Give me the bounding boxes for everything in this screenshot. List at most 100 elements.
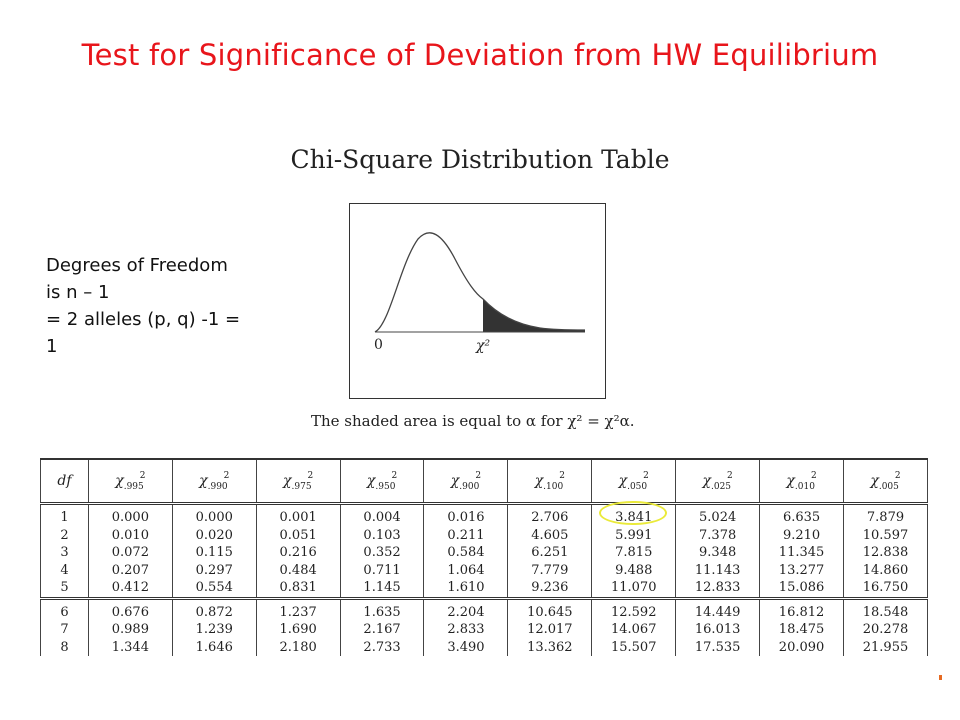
- table-cell: 0.584: [423, 544, 509, 562]
- table-cell: 0.000: [87, 502, 173, 527]
- cell-df: 3: [40, 544, 89, 562]
- table-cell: 1.064: [423, 561, 509, 579]
- table-cell: 0.001: [255, 502, 341, 527]
- table-cell: 0.297: [171, 561, 257, 579]
- table-cell: 3.490: [423, 638, 509, 656]
- table-cell: 1.646: [171, 638, 257, 656]
- table-cell: 13.277: [759, 561, 844, 579]
- table-cell: 0.010: [87, 526, 173, 544]
- table-row: 1 0.000 0.000 0.001 0.004 0.016 2.706 3.841 5.02…: [40, 502, 928, 527]
- table-cell: 2.833: [423, 621, 509, 639]
- table-cell: 12.838: [843, 544, 928, 562]
- table-cell: 17.535: [675, 638, 761, 656]
- corner-mark: [939, 675, 942, 680]
- curve-label-chi: χ²: [475, 338, 490, 354]
- table-cell: 0.412: [87, 579, 173, 598]
- table-cell: 9.236: [507, 579, 593, 598]
- table-row: 4 0.207 0.297 0.484 0.711 1.064 7.779 9.488 11.1…: [40, 561, 928, 579]
- header-df: df: [40, 458, 89, 504]
- table-cell: 7.815: [591, 544, 677, 562]
- chi-square-table: df χ.9952 χ.9902 χ.9752 χ.9502 χ.9002 χ.1002 χ.…: [40, 458, 928, 656]
- table-cell: 14.860: [843, 561, 928, 579]
- table-row: 6 0.676 0.872 1.237 1.635 2.204 10.645 12.592 14…: [40, 596, 928, 621]
- alpha-level: .990: [207, 481, 228, 492]
- table-cell: 11.070: [591, 579, 677, 598]
- table-cell: 0.020: [171, 526, 257, 544]
- table-cell: 0.103: [339, 526, 425, 544]
- cell-df: 4: [40, 561, 89, 579]
- header-alpha: χ.0252: [675, 458, 761, 504]
- cell-df: 7: [40, 621, 89, 639]
- table-cell: 1.610: [423, 579, 509, 598]
- chi-square-curve-figure: 0 χ²: [349, 203, 606, 399]
- table-cell: 0.004: [339, 502, 425, 527]
- header-alpha: χ.0502: [591, 458, 677, 504]
- alpha-level: .025: [710, 481, 732, 492]
- table-cell: 1.690: [255, 621, 341, 639]
- chi-square-table-wrap: df χ.9952 χ.9902 χ.9752 χ.9502 χ.9002 χ.1002 χ.…: [40, 458, 928, 683]
- chi-symbol: χ: [283, 472, 292, 489]
- note-line: = 2 alleles (p, q) -1 =: [46, 309, 241, 330]
- degrees-of-freedom-note: Degrees of Freedom is n – 1 = 2 alleles …: [46, 252, 296, 360]
- table-cell: 0.352: [339, 544, 425, 562]
- alpha-level: .975: [291, 481, 312, 492]
- cell-df: 6: [40, 596, 89, 621]
- table-cell: 6.251: [507, 544, 593, 562]
- table-cell: 15.507: [591, 638, 677, 656]
- table-cell: 0.989: [87, 621, 173, 639]
- alpha-level: .050: [627, 481, 648, 492]
- table-cell: 1.344: [87, 638, 173, 656]
- table-cell: 20.090: [759, 638, 844, 656]
- alpha-level: .100: [543, 481, 564, 492]
- table-cell: 9.488: [591, 561, 677, 579]
- cell-df: 1: [40, 502, 89, 527]
- alpha-level: .010: [794, 481, 815, 492]
- alpha-level: .950: [375, 481, 396, 492]
- figure-caption: The shaded area is equal to α for χ² = χ…: [311, 412, 635, 430]
- table-cell: 0.676: [87, 596, 173, 621]
- chi-symbol: χ: [618, 472, 628, 489]
- table-cell: 0.216: [255, 544, 341, 562]
- slide-title: Test for Significance of Deviation from …: [81, 38, 879, 72]
- density-curve: [374, 232, 586, 333]
- note-line: 1: [46, 336, 58, 357]
- table-cell: 1.237: [255, 596, 341, 621]
- table-cell: 7.779: [507, 561, 593, 579]
- header-alpha: χ.9902: [171, 458, 257, 504]
- table-cell: 16.013: [675, 621, 761, 639]
- chi-symbol: χ: [534, 472, 544, 489]
- table-cell: 1.145: [339, 579, 425, 598]
- table-cell: 2.733: [339, 638, 425, 656]
- chi-symbol: χ: [366, 472, 376, 489]
- table-cell: 2.706: [507, 502, 593, 527]
- table-cell: 0.016: [423, 502, 509, 527]
- table-cell: 4.605: [507, 526, 593, 544]
- table-cell: 2.180: [255, 638, 341, 656]
- chi-symbol: χ: [870, 472, 879, 489]
- table-cell: 12.833: [675, 579, 761, 598]
- table-cell: 18.548: [843, 596, 928, 621]
- table-body: 1 0.000 0.000 0.001 0.004 0.016 2.706 3.841 5.02…: [40, 502, 928, 656]
- table-cell: 5.024: [675, 502, 761, 527]
- chi-symbol: χ: [702, 472, 711, 489]
- table-cell: 13.362: [507, 638, 593, 656]
- cell-df: 8: [40, 638, 89, 656]
- table-cell: 0.115: [171, 544, 257, 562]
- table-cell: 11.345: [759, 544, 844, 562]
- note-line: is n – 1: [46, 282, 110, 303]
- table-cell: 0.711: [339, 561, 425, 579]
- table-cell: 7.879: [843, 502, 928, 527]
- table-cell: 0.072: [87, 544, 173, 562]
- table-cell: 18.475: [759, 621, 844, 639]
- chi-symbol: χ: [199, 472, 208, 489]
- table-cell: 2.204: [423, 596, 509, 621]
- table-cell: 0.207: [87, 561, 173, 579]
- table-cell: 16.812: [759, 596, 844, 621]
- table-cell: 20.278: [843, 621, 928, 639]
- header-alpha: χ.9502: [339, 458, 425, 504]
- table-cell: 9.348: [675, 544, 761, 562]
- table-row: 2 0.010 0.020 0.051 0.103 0.211 4.605 5.991 7.37…: [40, 526, 928, 544]
- table-cell: 0.000: [171, 502, 257, 527]
- table-cell: 11.143: [675, 561, 761, 579]
- table-cell: 1.239: [171, 621, 257, 639]
